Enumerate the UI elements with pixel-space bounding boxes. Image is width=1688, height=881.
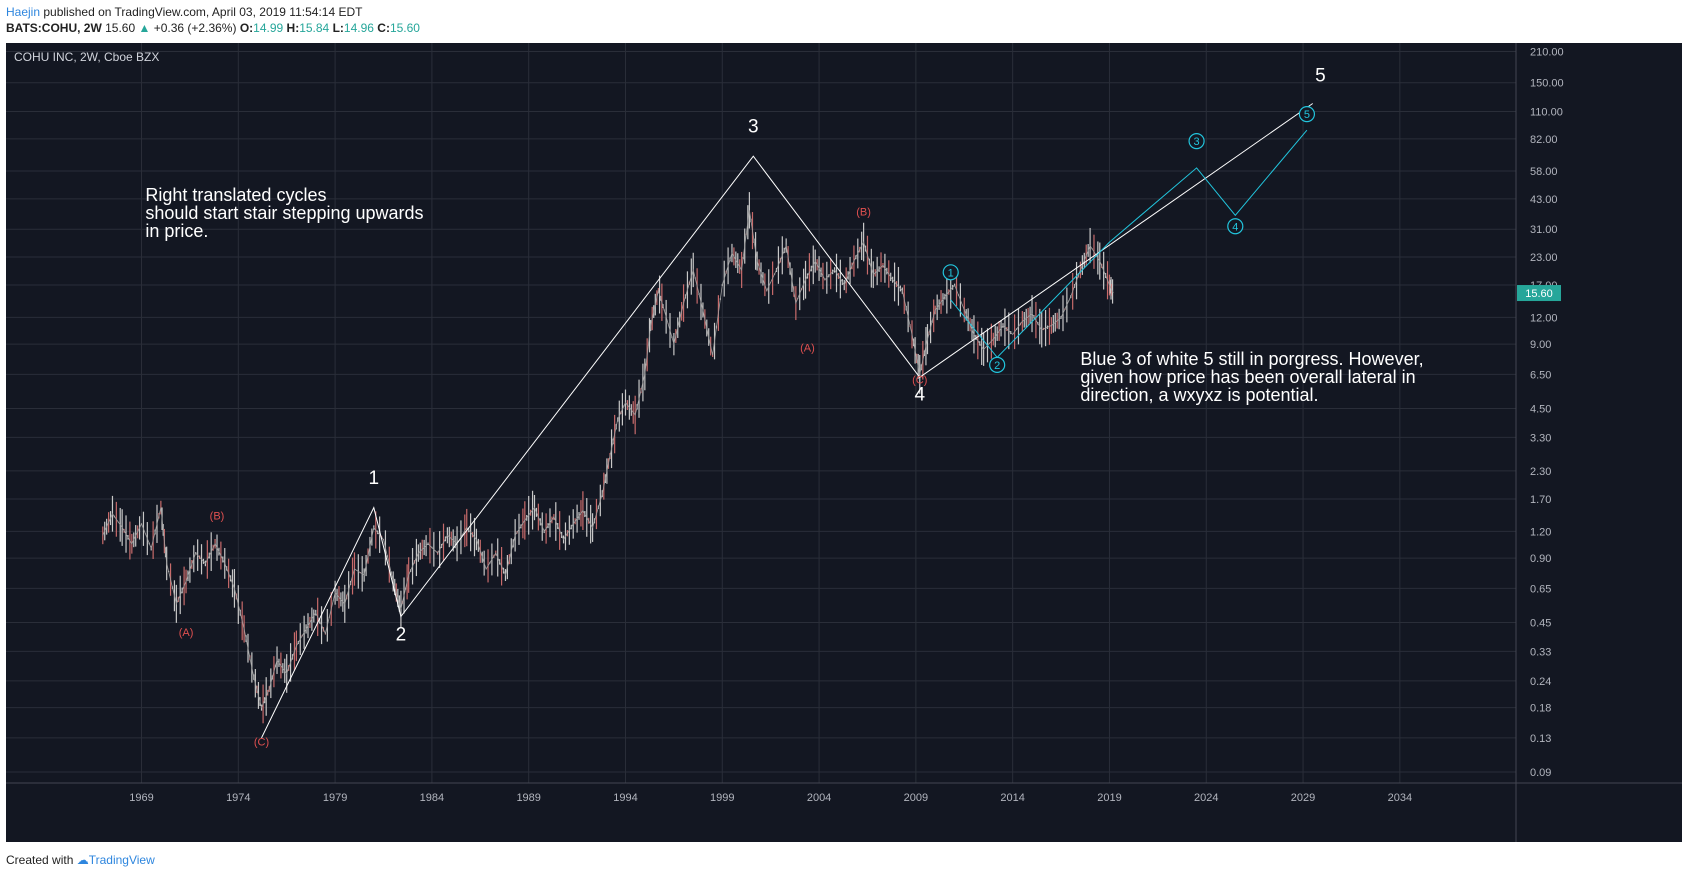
chart-title: COHU INC, 2W, Cboe BZX [14, 50, 160, 64]
annotation-text: given how price has been overall lateral… [1080, 367, 1415, 387]
axes: 210.00150.00110.0082.0058.0043.0031.0023… [6, 43, 1682, 842]
wave-label: (A) [800, 343, 815, 355]
wave-label: 1 [369, 468, 380, 489]
x-tick-label: 1969 [129, 792, 153, 804]
x-tick-label: 1979 [323, 792, 347, 804]
y-tick-label: 0.24 [1530, 676, 1551, 688]
created-with-text: Created with [6, 853, 74, 867]
wave-label: (C) [912, 374, 927, 386]
open-value: 14.99 [253, 21, 284, 35]
x-tick-label: 2034 [1388, 792, 1412, 804]
circled-label: 2 [994, 360, 1000, 372]
x-tick-label: 2019 [1097, 792, 1121, 804]
y-tick-label: 0.09 [1530, 767, 1551, 779]
blue-wave-line [950, 129, 1308, 359]
y-tick-label: 150.00 [1530, 78, 1564, 90]
wave-label: 4 [914, 385, 925, 406]
last-price-badge [1517, 285, 1561, 302]
y-tick-label: 0.45 [1530, 618, 1551, 630]
y-tick-label: 9.00 [1530, 339, 1551, 351]
wave-label: (B) [210, 511, 225, 523]
x-tick-label: 2029 [1291, 792, 1315, 804]
up-arrow-icon: ▲ [138, 21, 151, 35]
y-tick-label: 31.00 [1530, 224, 1558, 236]
white-wave-line [261, 103, 1313, 739]
author-link[interactable]: Haejin [6, 5, 41, 19]
tradingview-link[interactable]: TradingView [88, 853, 155, 867]
x-tick-label: 1984 [420, 792, 444, 804]
wave-label: 3 [748, 116, 759, 137]
price-change: +0.36 (+2.36%) [153, 21, 237, 35]
circled-label: 1 [948, 267, 954, 279]
y-tick-label: 4.50 [1530, 404, 1551, 416]
circled-label: 4 [1232, 221, 1238, 233]
y-tick-label: 58.00 [1530, 166, 1558, 178]
last-price-label: 15.60 [1525, 288, 1553, 300]
y-tick-label: 82.00 [1530, 134, 1558, 146]
x-tick-label: 2009 [904, 792, 928, 804]
last-price: 15.60 [105, 21, 136, 35]
symbol-line: BATS:COHU, 2W 15.60 ▲ +0.36 (+2.36%) O:1… [6, 20, 420, 36]
y-tick-label: 110.00 [1530, 107, 1563, 119]
wave-lines [261, 103, 1313, 739]
y-tick-label: 12.00 [1530, 312, 1558, 324]
circled-label-ring [942, 264, 959, 281]
publish-line: Haejin published on TradingView.com, Apr… [6, 4, 420, 20]
x-tick-label: 1994 [613, 792, 637, 804]
wave-label: (C) [254, 736, 269, 748]
y-tick-label: 0.90 [1530, 553, 1551, 565]
wave-label: 2 [396, 625, 407, 646]
y-tick-label: 0.13 [1530, 733, 1551, 745]
x-tick-label: 2014 [1000, 792, 1024, 804]
wave-labels: 1 2 3 4 5 (A) (B) (C) (A) (B) (C) 1 2 3 4 5 Right transl… [145, 65, 1423, 748]
x-tick-label: 1999 [710, 792, 734, 804]
footer: Created with ☁TradingView [6, 853, 155, 867]
x-tick-label: 1974 [226, 792, 250, 804]
low-value: 14.96 [343, 21, 374, 35]
annotation-text: Right translated cycles [145, 185, 326, 205]
y-tick-label: 1.20 [1530, 526, 1551, 538]
y-tick-label: 2.30 [1530, 466, 1551, 478]
y-tick-label: 0.33 [1530, 646, 1551, 658]
circled-label-ring [1298, 106, 1316, 123]
chart-frame[interactable]: 1 2 3 4 5 (A) (B) (C) (A) (B) (C) 1 2 3 4 5 Right transl… [6, 43, 1682, 842]
tradingview-cloud-icon: ☁ [76, 853, 89, 867]
y-tick-label: 1.70 [1530, 494, 1551, 506]
close-label: C: [377, 21, 390, 35]
wave-label: (A) [179, 627, 194, 639]
y-tick-label: 3.30 [1530, 432, 1551, 444]
y-tick-label: 0.65 [1530, 583, 1551, 595]
chart-svg[interactable]: 1 2 3 4 5 (A) (B) (C) (A) (B) (C) 1 2 3 4 5 Right transl… [6, 43, 1682, 842]
circled-label-ring [1227, 218, 1244, 235]
x-tick-label: 2024 [1194, 792, 1218, 804]
wave-label: 5 [1315, 65, 1326, 86]
price-series [102, 192, 1114, 724]
symbol-name: BATS:COHU, 2W [6, 21, 102, 35]
y-tick-label: 43.00 [1530, 194, 1558, 206]
circled-label: 3 [1194, 136, 1200, 148]
high-value: 15.84 [299, 21, 330, 35]
y-tick-label: 23.00 [1530, 252, 1558, 264]
x-tick-label: 1989 [516, 792, 540, 804]
circled-label-ring [989, 356, 1006, 373]
publish-header: Haejin published on TradingView.com, Apr… [6, 4, 420, 36]
wave-label: (B) [856, 206, 871, 218]
grid-lines [6, 43, 1516, 783]
open-label: O: [239, 21, 254, 35]
y-tick-label: 0.18 [1530, 703, 1551, 715]
low-label: L: [332, 21, 344, 35]
close-value: 15.60 [389, 21, 420, 35]
high-label: H: [286, 21, 300, 35]
annotation-text: Blue 3 of white 5 still in porgress. How… [1080, 349, 1423, 369]
price-line [102, 210, 1114, 709]
circled-label-ring [1188, 133, 1205, 150]
annotation-text: direction, a wxyxz is potential. [1080, 385, 1318, 405]
y-tick-label: 210.00 [1530, 46, 1564, 58]
y-tick-label: 6.50 [1530, 369, 1551, 381]
circled-label: 5 [1304, 109, 1310, 121]
publish-info: published on TradingView.com, April 03, … [40, 5, 363, 19]
x-tick-label: 2004 [807, 792, 831, 804]
annotation-text: in price. [145, 221, 208, 241]
annotation-text: should start stair stepping upwards [145, 203, 423, 223]
